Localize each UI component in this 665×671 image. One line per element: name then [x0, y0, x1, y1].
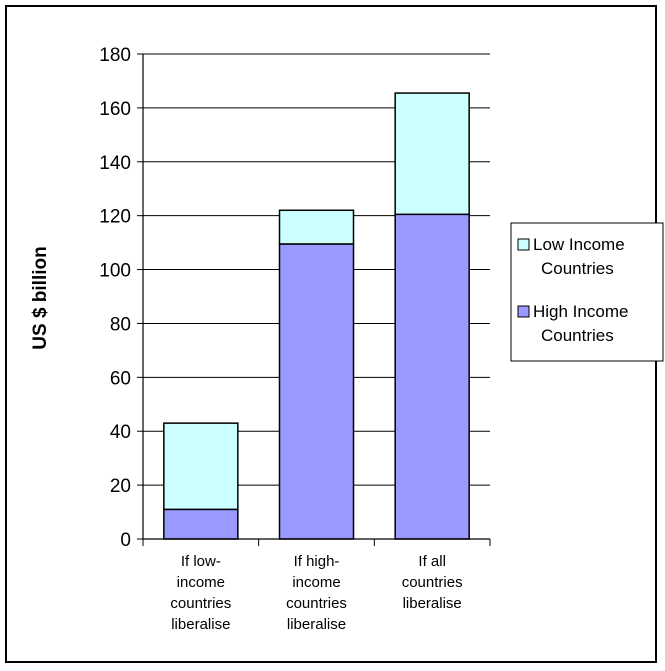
x-category-label-1-line-1: If low- [181, 553, 221, 570]
y-tick-label-120: 120 [99, 207, 131, 228]
y-tick-label-140: 140 [99, 153, 131, 174]
x-category-label-2-line-3: countries [286, 595, 347, 612]
x-category-labels: If low-income countries liberalise If high-… [170, 553, 462, 633]
y-tick-labels: 0 20 40 60 80 100 120 140 160 180 [99, 45, 131, 551]
x-category-label-3-line-1: If all [418, 553, 446, 570]
x-category-label-2-line-1: If high- [294, 553, 340, 570]
bar-3-series-1 [394, 213, 470, 540]
x-category-label-1-line-3: countries [170, 595, 231, 612]
legend-label-1-line-2: Countries [541, 259, 614, 278]
y-axis-title: US $ billion [30, 246, 51, 349]
legend-label-1-line-1: Low Income [533, 235, 625, 254]
y-tick-label-20: 20 [110, 476, 131, 497]
legend: Low Income Countries High Income Countries [510, 222, 664, 362]
legend-box [510, 222, 664, 362]
y-tick-label-160: 160 [99, 99, 131, 120]
legend-swatch-1 [517, 238, 530, 251]
x-category-label-1-line-2: income [177, 574, 225, 591]
legend-swatch-2 [517, 305, 530, 318]
bar-1-series-2 [163, 422, 239, 511]
y-tick-label-60: 60 [110, 368, 131, 389]
axes [137, 53, 491, 546]
legend-label-2-line-2: Countries [541, 326, 614, 345]
y-tick-label-100: 100 [99, 261, 131, 282]
legend-label-2-line-1: High Income [533, 302, 628, 321]
x-category-label-1-line-4: liberalise [171, 616, 230, 633]
x-category-label-3-line-2: countries [402, 574, 463, 591]
bar-1-series-1 [163, 508, 239, 540]
y-tick-label-80: 80 [110, 314, 131, 335]
x-category-label-3-line-3: liberalise [403, 595, 462, 612]
y-tick-label-40: 40 [110, 422, 131, 443]
bars [163, 92, 470, 540]
y-tick-label-0: 0 [120, 530, 131, 551]
y-tick-label-180: 180 [99, 45, 131, 66]
bar-3-series-2 [394, 92, 470, 216]
x-category-label-2-line-4: liberalise [287, 616, 346, 633]
bar-2-series-2 [278, 209, 355, 245]
x-category-label-2-line-2: income [292, 574, 340, 591]
bar-2-series-1 [278, 243, 355, 540]
